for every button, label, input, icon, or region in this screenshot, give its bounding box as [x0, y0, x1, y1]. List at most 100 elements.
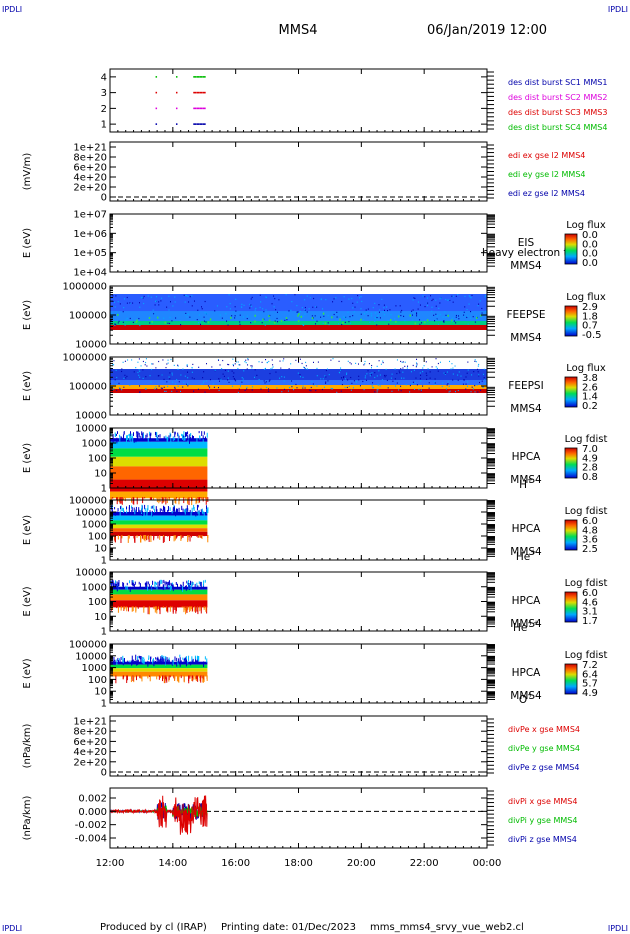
spectrogram-pixel	[168, 581, 170, 586]
spectrogram-pixel	[187, 508, 189, 512]
spectrogram-pixel	[176, 535, 178, 538]
spectrogram-pixel	[147, 581, 149, 585]
spectrogram-pixel	[296, 305, 298, 307]
spectrogram-pixel	[143, 606, 145, 613]
spectrogram-pixel	[405, 384, 407, 386]
spectrogram-pixel	[299, 373, 301, 376]
spectrogram-pixel	[167, 509, 169, 513]
spectrogram-pixel	[209, 318, 212, 321]
spectrogram-pixel	[204, 656, 206, 660]
spectrogram-pixel	[113, 583, 115, 588]
spectrogram-pixel	[173, 535, 175, 542]
spectrogram-pixel	[463, 314, 465, 316]
spectrogram-pixel	[114, 535, 116, 543]
spectrogram-pixel	[186, 364, 188, 367]
spectrogram-pixel	[186, 383, 188, 385]
spectrogram-pixel	[170, 586, 172, 590]
y-axis-label: (mV/m)	[22, 153, 33, 191]
y-axis-label: E (eV)	[22, 371, 33, 401]
y-tick-label: 10	[94, 612, 107, 623]
spectrogram-pixel	[151, 505, 153, 509]
spectrogram-pixel	[436, 319, 438, 321]
spectrogram-pixel	[177, 364, 179, 366]
spectrogram-pixel	[178, 497, 180, 505]
spectrogram-pixel	[367, 308, 369, 310]
spectrogram-pixel	[187, 313, 189, 315]
spectrogram-pixel	[131, 507, 133, 512]
spectrogram-pixel	[264, 382, 266, 384]
spectrogram-pixel	[131, 505, 133, 509]
spectrogram-pixel	[110, 319, 112, 322]
spectrogram-pixel	[145, 583, 147, 587]
spectrogram-pixel	[199, 606, 201, 612]
spectrogram-pixel	[279, 377, 281, 379]
spectrogram-pixel	[178, 507, 180, 513]
spectrogram-pixel	[208, 388, 210, 390]
spectrogram-pixel	[140, 656, 142, 660]
spectrogram-pixel	[203, 437, 205, 442]
spectrogram-pixel	[203, 606, 205, 610]
spectrogram-pixel	[139, 306, 141, 308]
spectrogram-pixel	[196, 319, 198, 321]
spectrogram-pixel	[125, 377, 127, 379]
spectrogram-pixel	[114, 306, 116, 308]
spectrogram-pixel	[376, 324, 378, 326]
spectrogram-pixel	[283, 376, 285, 378]
spectrogram-pixel	[447, 383, 449, 385]
spectrogram-pixel	[115, 311, 117, 313]
spectrogram-pixel	[433, 314, 435, 316]
spectrogram-pixel	[360, 318, 362, 321]
spectrogram-pixel	[426, 378, 428, 380]
spectrogram-pixel	[470, 391, 472, 393]
spectrogram-pixel	[206, 363, 208, 365]
spectrogram-pixel	[170, 582, 172, 585]
spectrogram-pixel	[416, 315, 418, 317]
spectrogram-pixel	[447, 381, 449, 383]
spectrogram-pixel	[200, 509, 202, 513]
spectrogram-pixel	[179, 319, 181, 322]
spectrogram-pixel	[343, 296, 345, 298]
spectrogram-pixel	[377, 389, 379, 391]
spectrogram-pixel	[484, 383, 486, 385]
spectrogram-pixel	[270, 368, 272, 370]
spectrogram-pixel	[196, 606, 198, 612]
spectrogram-pixel	[145, 376, 147, 378]
spectrogram-pixel	[132, 675, 134, 682]
burst-mark	[175, 76, 178, 78]
y-tick-label: 10	[94, 544, 107, 555]
spectrogram-pixel	[313, 384, 315, 386]
spectrogram-pixel	[436, 318, 438, 320]
spectrogram-pixel	[227, 370, 229, 372]
spectrogram-pixel	[142, 369, 144, 371]
spectrogram-pixel	[133, 659, 135, 664]
spectrogram-pixel	[377, 314, 379, 317]
spectrogram-pixel	[484, 379, 486, 381]
spectrogram-pixel	[283, 380, 285, 382]
spectrogram-pixel	[112, 389, 114, 391]
spectrogram-pixel	[113, 535, 115, 541]
spectrogram-pixel	[268, 380, 270, 382]
spectrogram-pixel	[183, 658, 185, 662]
spectrogram-pixel	[353, 311, 355, 313]
spectrogram-pixel	[172, 606, 174, 614]
spectrogram-pixel	[155, 296, 157, 298]
spectrogram-pixel	[364, 360, 366, 363]
spectrogram-pixel	[441, 385, 443, 388]
spectrogram-pixel	[111, 497, 113, 501]
spectrogram-pixel	[172, 585, 174, 592]
spectrogram-pixel	[151, 368, 153, 371]
spectrogram-pixel	[315, 305, 317, 308]
spectrogram-pixel	[237, 361, 239, 363]
spectrogram-pixel	[139, 655, 141, 660]
spectrogram-pixel	[140, 675, 142, 679]
spectrogram-pixel	[185, 312, 187, 315]
spectrogram-pixel	[136, 431, 138, 438]
spectrogram-pixel	[419, 304, 421, 306]
instrument-label: FEEPSE	[507, 309, 546, 321]
spectrogram-pixel	[148, 606, 150, 615]
spectrogram-band	[110, 385, 487, 389]
spectrogram-pixel	[172, 659, 174, 665]
spectrogram-pixel	[289, 387, 291, 389]
spectrogram-pixel	[417, 301, 419, 303]
spectrogram-pixel	[141, 431, 143, 436]
